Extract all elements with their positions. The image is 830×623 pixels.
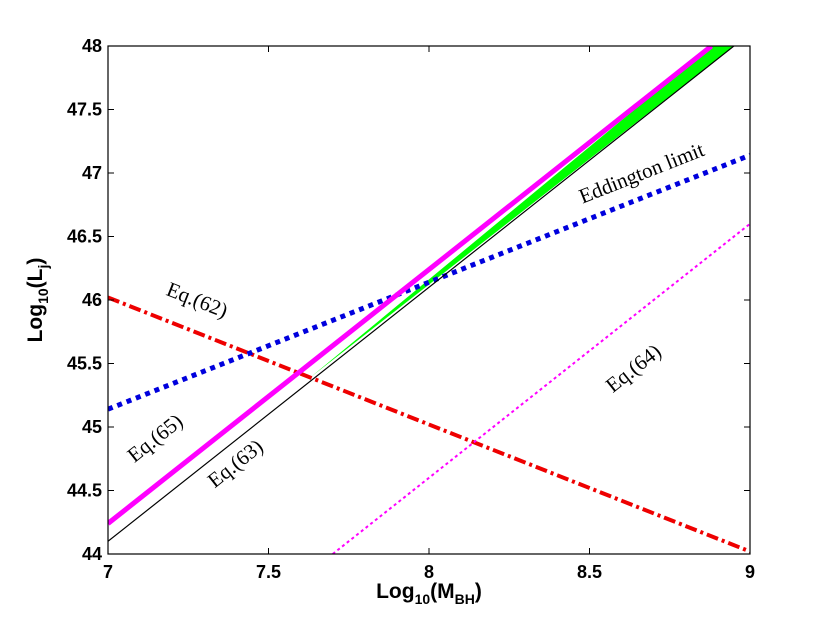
- shaded-band: [310, 46, 734, 378]
- x-tick-label: 8: [424, 562, 434, 582]
- y-tick-label: 47.5: [67, 100, 102, 120]
- x-axis-label: Log10(MBH): [376, 580, 482, 607]
- plot-background: [108, 46, 750, 554]
- x-tick-label: 9: [745, 562, 755, 582]
- x-tick-label: 8.5: [577, 562, 602, 582]
- y-tick-label: 47: [82, 163, 102, 183]
- y-tick-label: 48: [82, 36, 102, 56]
- series-line-eq-63: [108, 46, 735, 542]
- y-tick-label: 45.5: [67, 354, 102, 374]
- y-axis-label: Log10(Lj): [24, 258, 51, 343]
- y-tick-label: 46: [82, 290, 102, 310]
- y-tick-label: 45: [82, 417, 102, 437]
- x-tick-label: 7: [103, 562, 113, 582]
- series-line-eq-65: [108, 46, 714, 526]
- tick-layer: 7 7.5 8 8.5 9 44 44.5 45 45.5 46 46.5 47 47.5 48: [67, 36, 755, 582]
- y-tick-label: 44.5: [67, 481, 102, 501]
- y-tick-label: 44: [82, 544, 102, 564]
- series-line-eq-62: [108, 295, 750, 554]
- y-tick-label: 46.5: [67, 227, 102, 247]
- x-tick-label: 7.5: [256, 562, 281, 582]
- data-layer: [108, 46, 750, 554]
- series-line-eq-64: [332, 223, 750, 554]
